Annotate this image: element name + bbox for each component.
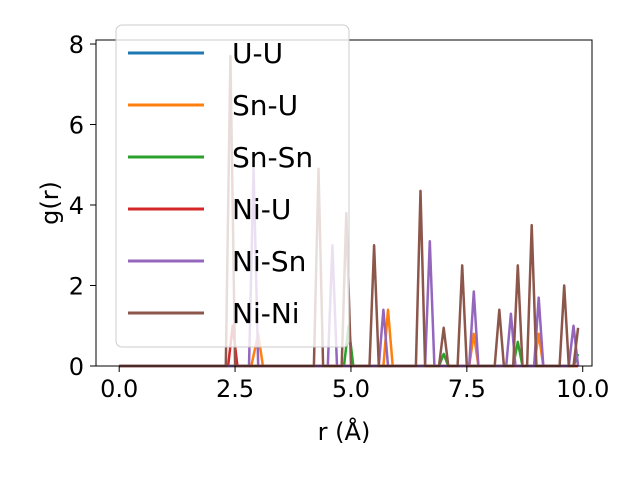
x-tick-label: 5.0	[332, 375, 370, 403]
legend-label-ni-u: Ni-U	[232, 193, 291, 226]
y-tick-label: 4	[69, 192, 84, 220]
legend-label-sn-u: Sn-U	[232, 89, 298, 122]
legend: U-U Sn-U Sn-Sn Ni-U Ni-Sn Ni-Ni	[115, 24, 350, 348]
legend-label-ni-sn: Ni-Sn	[232, 245, 306, 278]
y-tick-label: 0	[69, 353, 84, 381]
legend-label-ni-ni: Ni-Ni	[232, 297, 300, 330]
x-tick-label: 2.5	[216, 375, 254, 403]
y-axis-label: g(r)	[36, 181, 64, 225]
y-tick-label: 2	[69, 273, 84, 301]
y-axis-ticks: 0 2 4 6 8	[69, 31, 96, 381]
legend-label-sn-sn: Sn-Sn	[232, 141, 313, 174]
legend-label-u-u: U-U	[232, 37, 283, 70]
x-tick-label: 0.0	[100, 375, 138, 403]
x-tick-label: 10.0	[556, 375, 609, 403]
x-tick-label: 7.5	[448, 375, 486, 403]
x-axis-label: r (Å)	[318, 417, 371, 446]
x-axis-ticks: 0.0 2.5 5.0 7.5 10.0	[100, 366, 609, 403]
y-tick-label: 8	[69, 31, 84, 59]
legend-items: U-U Sn-U Sn-Sn Ni-U Ni-Sn Ni-Ni	[128, 37, 313, 330]
y-tick-label: 6	[69, 112, 84, 140]
